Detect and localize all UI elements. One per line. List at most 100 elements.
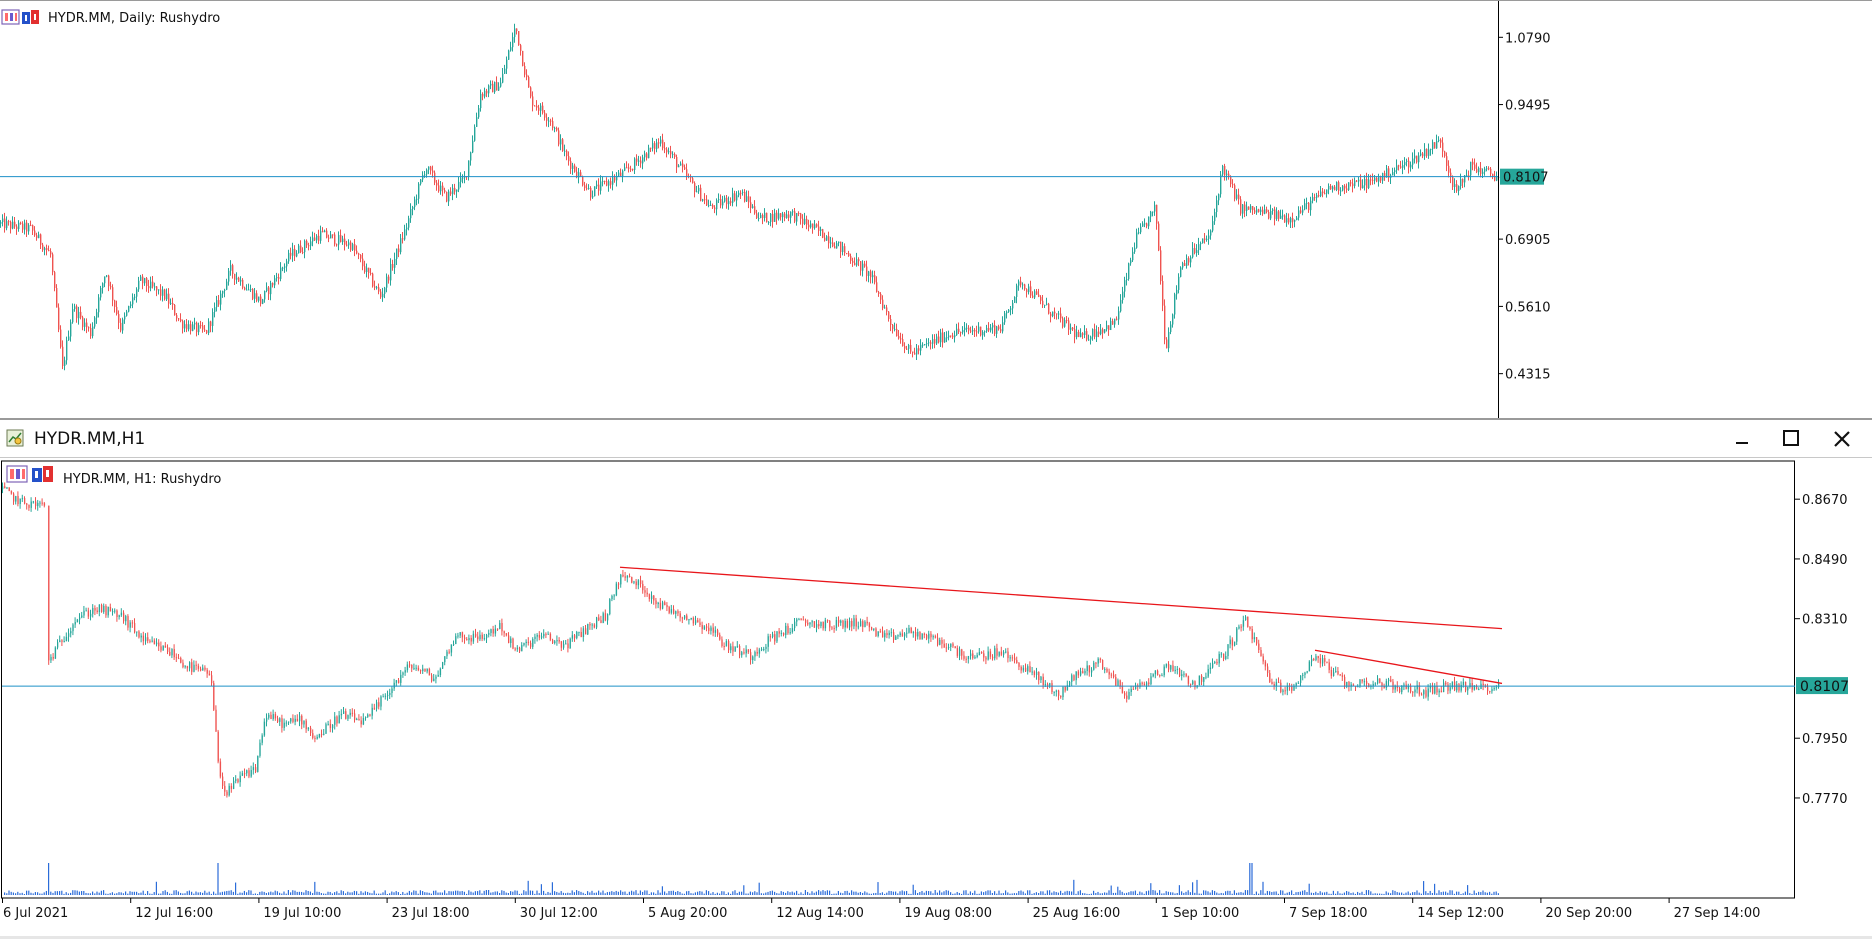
candle-body bbox=[644, 590, 646, 593]
candle-body bbox=[1165, 663, 1168, 667]
candle-body bbox=[1203, 677, 1205, 682]
volume-bar bbox=[94, 893, 96, 895]
candle-body bbox=[984, 331, 986, 333]
candle-body bbox=[1008, 309, 1010, 312]
volume-bar bbox=[72, 890, 74, 895]
close-button[interactable] bbox=[1825, 424, 1859, 454]
candle-body bbox=[670, 609, 673, 613]
candle-body bbox=[692, 178, 694, 183]
minimize-button[interactable] bbox=[1724, 424, 1758, 454]
candle-body bbox=[708, 627, 710, 631]
candle-body bbox=[1046, 303, 1048, 305]
candle-body bbox=[1370, 179, 1372, 181]
candle-body bbox=[580, 172, 582, 177]
candle-body bbox=[640, 160, 642, 164]
volume-bar bbox=[919, 892, 921, 895]
candle-body bbox=[912, 632, 915, 634]
h1-window-titlebar[interactable]: HYDR.MM,H1 bbox=[0, 418, 1872, 458]
candle-body bbox=[1049, 683, 1051, 686]
candle-body bbox=[591, 624, 593, 626]
candle-body bbox=[70, 322, 72, 337]
volume-bar bbox=[505, 892, 507, 895]
candle-body bbox=[318, 235, 320, 241]
volume-bar bbox=[338, 893, 340, 895]
candle-body bbox=[608, 181, 610, 186]
candle-body bbox=[170, 302, 172, 304]
candle-body bbox=[1168, 663, 1170, 670]
candle-body bbox=[1424, 148, 1426, 157]
volume-bar bbox=[503, 890, 505, 895]
candle-body bbox=[1068, 320, 1070, 330]
candle-body bbox=[1112, 320, 1114, 325]
volume-bar bbox=[1183, 892, 1185, 895]
candle-body bbox=[365, 716, 367, 719]
candle-body bbox=[1272, 209, 1274, 211]
volume-bar bbox=[512, 891, 514, 895]
candle-body bbox=[308, 245, 310, 247]
candle-body bbox=[1430, 149, 1432, 151]
candle-body bbox=[4, 218, 6, 229]
candle-body bbox=[1476, 168, 1478, 173]
candle-body bbox=[1066, 320, 1068, 322]
candle-body bbox=[1020, 666, 1022, 671]
volume-bar bbox=[1141, 892, 1143, 895]
candle-body bbox=[746, 196, 748, 202]
volume-bar bbox=[1233, 890, 1235, 895]
candle-body bbox=[776, 631, 778, 642]
candle-body bbox=[598, 184, 600, 191]
candle-body bbox=[1271, 681, 1273, 685]
volume-bar bbox=[593, 892, 595, 895]
candle-body bbox=[446, 651, 448, 657]
volume-bar bbox=[1104, 892, 1106, 895]
volume-bar bbox=[921, 890, 923, 895]
candle-body bbox=[848, 253, 850, 257]
candle-body bbox=[167, 647, 169, 652]
candle-body bbox=[710, 627, 712, 631]
candle-body bbox=[904, 633, 906, 637]
volume-bar bbox=[177, 891, 179, 895]
candle-body bbox=[1390, 679, 1392, 682]
candle-body bbox=[202, 325, 204, 330]
volume-bar bbox=[1075, 893, 1077, 895]
maximize-button[interactable] bbox=[1774, 424, 1808, 454]
candle-body bbox=[1104, 669, 1106, 671]
candle-body bbox=[728, 641, 730, 651]
candle-body bbox=[204, 667, 206, 670]
candle-body bbox=[844, 246, 846, 254]
volume-bar bbox=[457, 890, 459, 895]
candle-body bbox=[994, 648, 996, 659]
volume-bar bbox=[1022, 891, 1024, 895]
candle-body bbox=[1335, 671, 1337, 673]
volume-bar bbox=[679, 891, 681, 895]
candle-body bbox=[1020, 281, 1022, 285]
volume-bar bbox=[433, 890, 435, 895]
candle-body bbox=[350, 242, 352, 250]
candle-body bbox=[148, 286, 150, 289]
candle-body bbox=[244, 773, 246, 775]
candle-body bbox=[646, 592, 648, 595]
candle-body bbox=[257, 755, 259, 772]
volume-bar bbox=[1427, 893, 1429, 895]
candle-body bbox=[598, 617, 600, 621]
candle-body bbox=[1362, 185, 1364, 189]
volume-bar bbox=[116, 893, 118, 895]
candle-body bbox=[520, 45, 522, 51]
candle-body bbox=[426, 669, 428, 672]
candle-body bbox=[587, 623, 589, 635]
candle-body bbox=[527, 641, 530, 643]
bottom-scroll-strip[interactable] bbox=[0, 936, 1872, 939]
chart-window-icon bbox=[6, 429, 24, 447]
h1-x-tick-label: 5 Aug 20:00 bbox=[648, 906, 727, 921]
volume-bar bbox=[402, 891, 404, 895]
candle-body bbox=[323, 733, 325, 735]
candle-body bbox=[714, 630, 717, 633]
candle-body bbox=[674, 154, 676, 157]
volume-bar bbox=[1313, 892, 1315, 895]
candle-body bbox=[506, 59, 508, 69]
volume-bar bbox=[1249, 863, 1251, 895]
candle-body bbox=[716, 200, 718, 210]
candle-body bbox=[1040, 296, 1042, 301]
candle-body bbox=[1071, 675, 1073, 682]
